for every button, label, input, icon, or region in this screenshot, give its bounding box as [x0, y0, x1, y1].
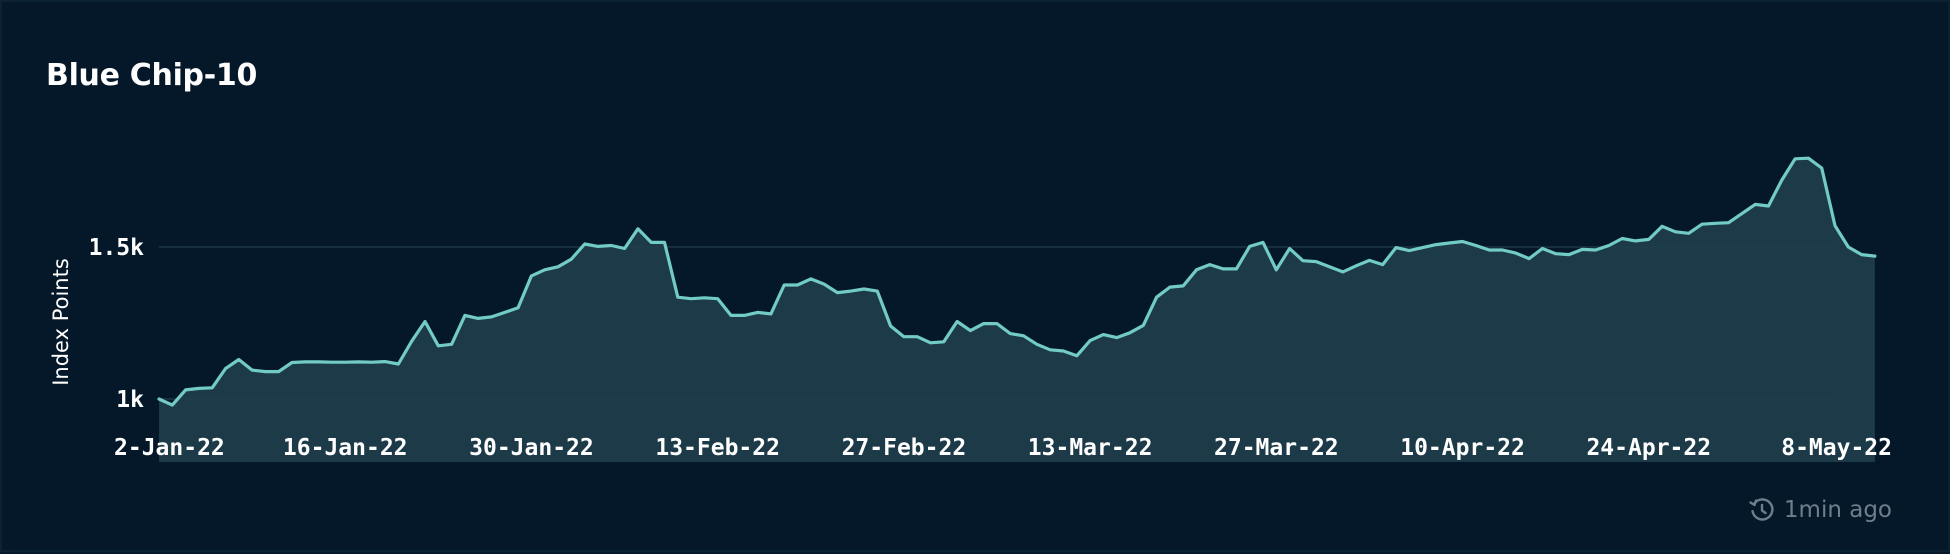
x-tick-label: 13-Feb-22: [655, 435, 780, 461]
x-tick-label: 27-Feb-22: [842, 435, 967, 461]
last-updated: 1min ago: [1748, 496, 1892, 524]
x-tick-label: 2-Jan-22: [114, 435, 225, 461]
refresh-clock-icon: [1749, 498, 1774, 521]
x-tick-label: 13-Mar-22: [1028, 435, 1153, 461]
y-axis-ticks: 1k 1.5k: [89, 235, 145, 413]
x-tick-label: 16-Jan-22: [283, 435, 408, 461]
y-tick-label: 1.5k: [89, 235, 145, 261]
x-axis-ticks: 2-Jan-22 16-Jan-22 30-Jan-22 13-Feb-22 27-Fe…: [114, 435, 1892, 461]
y-tick-label: 1k: [116, 387, 144, 413]
last-updated-text: 1min ago: [1783, 497, 1892, 523]
series-line: [157, 156, 1877, 407]
x-tick-label: 10-Apr-22: [1400, 435, 1525, 461]
y-axis-label: Index Points: [49, 258, 73, 386]
x-tick-label: 30-Jan-22: [469, 435, 594, 461]
area-fill: [159, 158, 1875, 462]
x-tick-label: 8-May-22: [1781, 435, 1892, 461]
series-line-group: [157, 156, 1877, 407]
x-tick-label: 24-Apr-22: [1586, 435, 1711, 461]
chart-title: Blue Chip-10: [46, 58, 258, 93]
series-area: [159, 158, 1875, 462]
x-tick-label: 27-Mar-22: [1214, 435, 1339, 461]
